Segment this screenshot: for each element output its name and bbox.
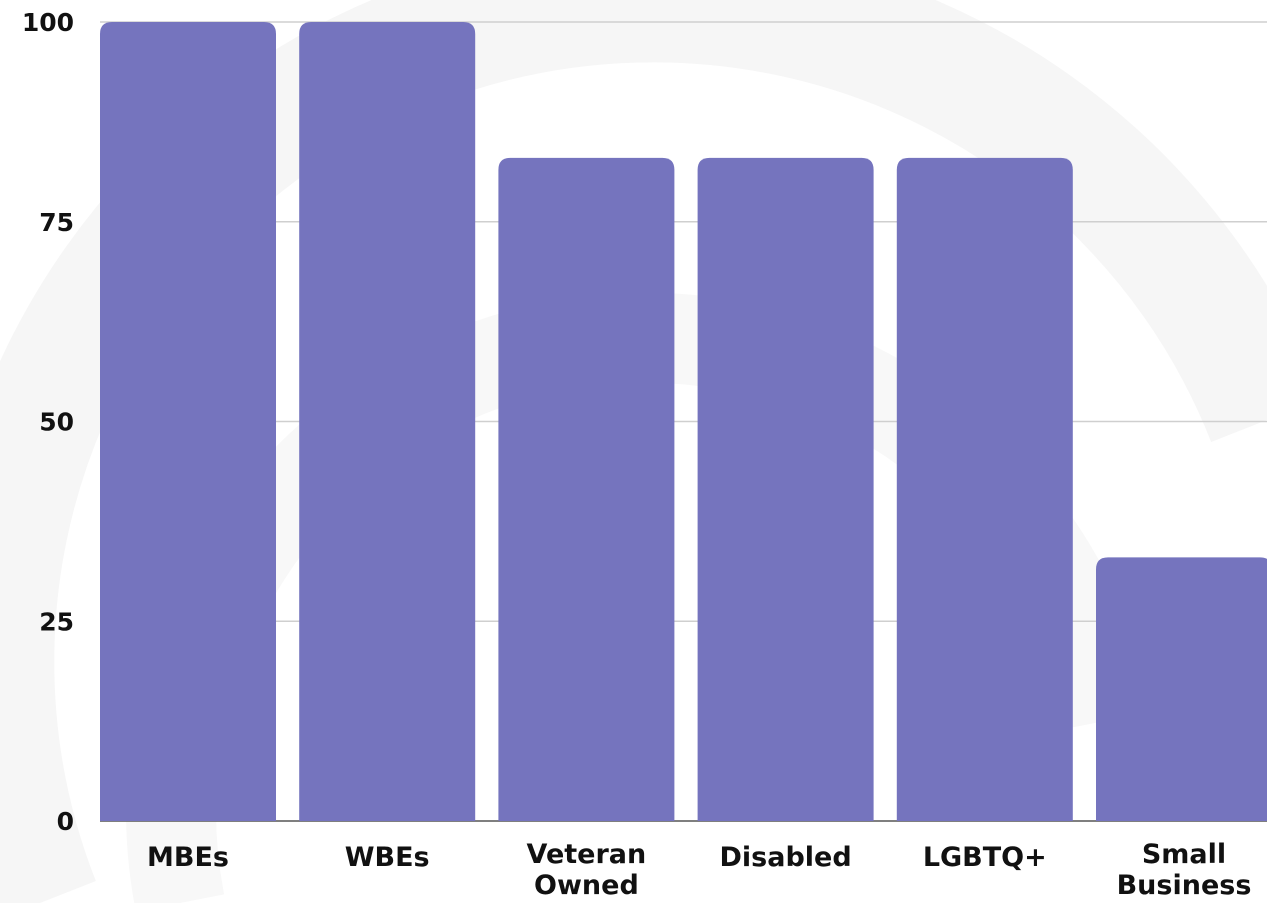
y-tick-label: 0 <box>57 807 74 836</box>
x-category-label: Small Business <box>1117 839 1252 901</box>
y-tick-label: 100 <box>22 8 74 37</box>
x-category-label: LGBTQ+ <box>923 842 1047 873</box>
bar <box>1096 557 1267 821</box>
x-category-label: MBEs <box>147 842 229 873</box>
y-axis-tick-labels: 0 25 50 75 100 <box>22 8 74 836</box>
bar <box>896 157 1073 821</box>
x-category-label: Veteran Owned <box>527 839 647 901</box>
x-category-label: Disabled <box>720 842 852 873</box>
y-tick-label: 50 <box>39 408 74 437</box>
y-tick-label: 25 <box>39 607 74 636</box>
y-tick-label: 75 <box>39 208 74 237</box>
x-category-label: WBEs <box>345 842 430 873</box>
bars <box>100 22 1267 821</box>
bar <box>498 157 675 821</box>
bar <box>100 22 276 821</box>
x-axis-category-labels: MBEs WBEs Veteran Owned Disabled LGBTQ+ Small B… <box>147 839 1251 901</box>
bar <box>697 157 874 821</box>
bar <box>299 22 476 821</box>
